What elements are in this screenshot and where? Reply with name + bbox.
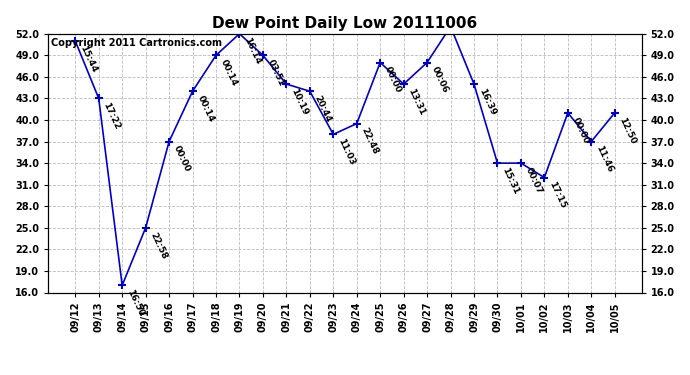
Text: 00:06: 00:06 [430,65,450,94]
Text: 00:00: 00:00 [571,116,591,145]
Text: 11:03: 11:03 [336,137,356,167]
Text: 10:19: 10:19 [289,87,309,117]
Text: 16:50: 16:50 [125,288,145,318]
Text: 11:46: 11:46 [594,144,614,174]
Text: 16:14: 16:14 [242,36,262,66]
Text: 00:14: 00:14 [195,94,215,124]
Text: 00:00: 00:00 [172,144,192,174]
Text: 20:44: 20:44 [313,94,333,124]
Text: 22:48: 22:48 [359,126,380,156]
Text: 22:58: 22:58 [148,231,168,260]
Text: 03:51: 03:51 [266,58,286,88]
Text: 00:07: 00:07 [524,166,544,195]
Text: 16:39: 16:39 [477,87,497,117]
Text: 15:44: 15:44 [78,44,99,74]
Text: 15:31: 15:31 [500,166,520,196]
Text: 13:31: 13:31 [406,87,426,117]
Text: 17:22: 17:22 [101,101,122,131]
Text: 17:15: 17:15 [547,180,567,210]
Text: 00:14: 00:14 [219,58,239,88]
Text: 00:00: 00:00 [383,65,403,94]
Title: Dew Point Daily Low 20111006: Dew Point Daily Low 20111006 [213,16,477,31]
Text: 12:50: 12:50 [618,116,638,145]
Text: Copyright 2011 Cartronics.com: Copyright 2011 Cartronics.com [51,38,222,48]
Text: 21:35: 21:35 [0,374,1,375]
